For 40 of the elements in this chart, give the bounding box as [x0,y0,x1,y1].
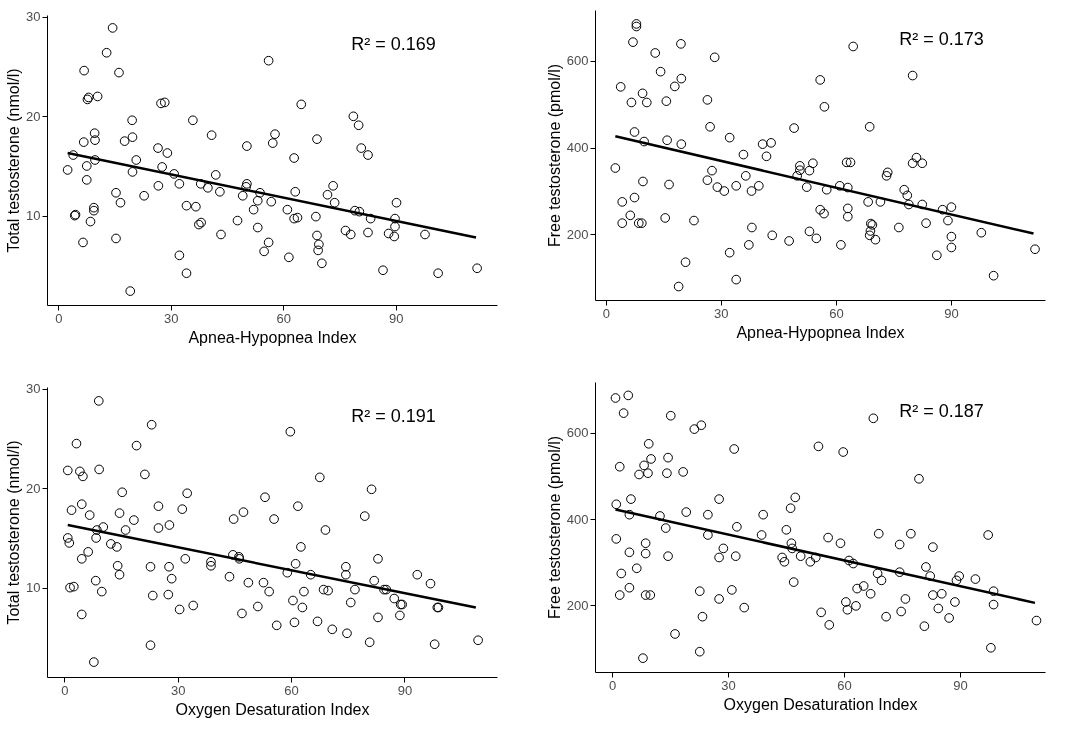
x-axis-title: Oxygen Desaturation Index [723,695,918,713]
annotation: R² = 0.187 [899,401,984,421]
x-tick-label: 0 [55,310,63,326]
y-tick-label: 200 [566,597,589,613]
y-axis-title: Free testosterone (pmol/l) [545,435,563,620]
x-tick-label: 30 [721,677,736,693]
x-tick-label: 30 [164,310,179,326]
y-tick-label: 400 [566,140,589,156]
x-tick-label: 60 [284,682,299,698]
y-tick-label: 30 [26,9,41,25]
y-tick-label: 600 [566,425,589,441]
y-tick-label: 10 [26,208,41,224]
x-tick-label: 90 [397,682,413,698]
y-axis-title: Free testosterone (pmol/l) [545,63,563,248]
y-tick-label: 200 [566,226,589,242]
y-tick-label: 20 [26,108,41,124]
annotation: R² = 0.169 [351,34,436,54]
x-axis-title: Apnea-Hypopnea Index [188,328,357,346]
y-tick-label: 20 [26,480,41,496]
x-tick-label: 60 [837,677,852,693]
x-tick-label: 60 [829,305,844,321]
annotation: R² = 0.191 [351,406,436,426]
y-tick-label: 30 [26,381,41,397]
x-tick-label: 90 [953,677,968,693]
x-tick-label: 90 [389,310,404,326]
x-tick-label: 0 [61,682,69,698]
x-tick-label: 60 [276,310,291,326]
y-tick-label: 10 [26,580,41,596]
x-axis-title: Apnea-Hypopnea Index [736,323,905,341]
x-tick-label: 90 [944,305,959,321]
y-tick-label: 400 [566,511,589,527]
x-axis-title: Oxygen Desaturation Index [175,700,370,718]
x-tick-label: 0 [602,305,610,321]
y-axis-title: Total testosterone (nmol/l) [5,68,23,253]
y-tick-label: 600 [566,53,589,69]
x-tick-label: 0 [608,677,617,693]
x-tick-label: 30 [171,682,186,698]
annotation: R² = 0.173 [899,29,984,49]
x-tick-label: 30 [714,305,729,321]
y-axis-title: Total testosterone (nmol/l) [5,440,23,625]
